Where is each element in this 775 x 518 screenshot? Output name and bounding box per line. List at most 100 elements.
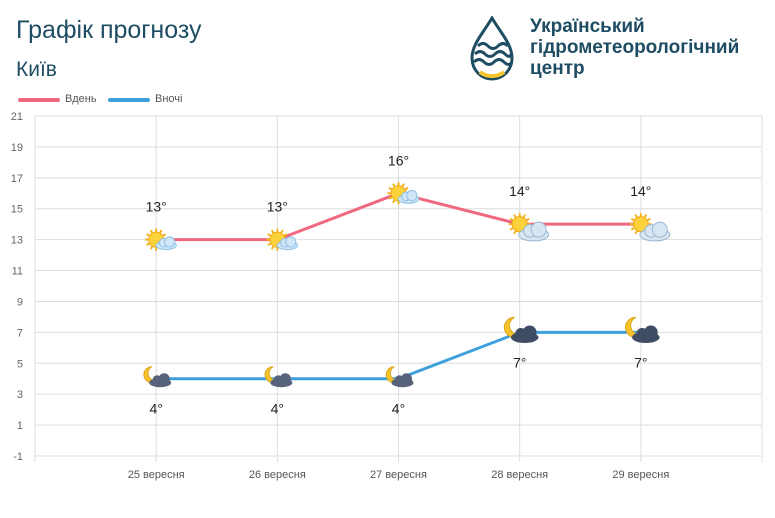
data-label: 4°: [149, 401, 162, 417]
logo-line-3: центр: [530, 58, 585, 79]
sun-ray: [270, 246, 275, 250]
y-tick-label: 15: [11, 204, 23, 216]
legend-label-day: Вдень: [65, 93, 97, 105]
data-label: 7°: [634, 354, 647, 370]
data-label: 7°: [513, 354, 526, 370]
cloud-puff: [651, 221, 668, 238]
cloud-shape: [391, 373, 414, 388]
y-tick-label: 21: [11, 111, 23, 123]
sun-ray: [404, 186, 409, 191]
sun-ray: [159, 229, 163, 234]
moon-cloud-icon: [264, 366, 293, 388]
cloud-shape: [518, 221, 550, 242]
sun-ray: [647, 217, 651, 222]
moon-darkcloud-icon: [503, 316, 539, 343]
moon-darkcloud-icon: [625, 316, 660, 343]
series-day: 13° 13° 16° 14° 14°: [145, 152, 671, 251]
cloud-puff: [163, 236, 176, 248]
cloud-puff: [530, 221, 547, 238]
cloud-shape: [510, 325, 539, 343]
data-label: 13°: [267, 199, 288, 215]
sun-disc: [511, 216, 528, 233]
sun-ray: [267, 242, 271, 247]
data-label: 4°: [271, 401, 284, 417]
cloud-puff: [522, 325, 537, 340]
x-tick-label: 28 вересня: [491, 469, 548, 481]
y-tick-label: 1: [17, 420, 23, 432]
cloud-puff: [279, 373, 291, 385]
sun-ray: [146, 242, 150, 247]
x-tick-label: 27 вересня: [370, 469, 427, 481]
moon-cloud-icon: [385, 366, 414, 388]
x-tick-label: 25 вересня: [128, 469, 185, 481]
chart-grid: 21 19 17 15 13 11 9 7 5 3 1 -1 25 вересня 26 вересня 2…: [11, 111, 763, 481]
y-tick-label: 9: [17, 296, 23, 308]
sun-ray: [643, 214, 648, 218]
sun-cloudy-icon: [629, 213, 671, 242]
sun-ray: [630, 227, 635, 231]
cloud-puff: [285, 236, 297, 248]
sun-ray: [401, 183, 405, 187]
cloud-shape: [270, 373, 293, 388]
cloud-shape: [397, 189, 420, 204]
cloud-puff: [643, 325, 658, 340]
sun-cloud-icon: [387, 182, 420, 205]
sun-ray: [283, 233, 288, 237]
logo-line-1: Український: [530, 16, 645, 37]
sun-ray: [634, 214, 638, 218]
city-name: Київ: [16, 58, 57, 81]
legend-label-night: Вночі: [155, 93, 183, 105]
data-label: 16°: [388, 152, 409, 168]
cloud-shape: [632, 325, 660, 343]
data-label: 14°: [630, 183, 651, 199]
ugmc-logo[interactable]: Український гідрометеорологічний центр: [466, 14, 766, 86]
data-label: 14°: [509, 183, 530, 199]
cloud-shape: [639, 221, 671, 242]
y-tick-label: 11: [12, 266, 23, 278]
sun-ray: [634, 230, 638, 235]
sun-ray: [392, 183, 396, 187]
sun-ray: [149, 246, 154, 250]
legend-swatch-night: [108, 98, 150, 102]
sun-ray: [513, 230, 517, 235]
y-tick-label: 7: [17, 327, 23, 339]
cloud-puff: [401, 373, 412, 385]
sun-ray: [630, 217, 635, 222]
data-label: 13°: [146, 199, 167, 215]
sun-ray: [270, 229, 275, 234]
x-tick-label: 26 вересня: [249, 469, 306, 481]
y-tick-label: 13: [11, 235, 23, 247]
sun-ray: [526, 217, 530, 222]
moon-cloud-icon: [143, 366, 172, 388]
cloud-puff: [406, 189, 418, 202]
sun-ray: [388, 196, 393, 200]
sun-disc: [632, 216, 649, 233]
sun-cloudy-icon: [508, 213, 550, 242]
sun-ray: [267, 233, 271, 237]
cloud-puff: [158, 373, 170, 385]
legend-swatch-day: [18, 98, 60, 102]
page-title: Графік прогнозу: [16, 16, 202, 44]
sun-ray: [509, 227, 514, 231]
sun-ray: [392, 199, 396, 204]
cloud-shape: [149, 373, 172, 388]
cloud-shape: [276, 236, 299, 251]
cloud-shape: [155, 236, 177, 251]
x-tick-label: 29 вересня: [612, 469, 669, 481]
y-tick-label: 19: [11, 142, 23, 154]
sun-ray: [509, 217, 514, 222]
data-label: 4°: [392, 401, 405, 417]
series-night: 4° 4° 4° 7° 7°: [143, 316, 660, 417]
logo-line-2: гідрометеорологічний: [530, 37, 740, 58]
y-tick-label: -1: [13, 451, 23, 463]
sun-ray: [146, 233, 150, 237]
y-tick-label: 17: [11, 173, 23, 185]
sun-ray: [522, 214, 527, 218]
y-tick-label: 3: [17, 389, 23, 401]
sun-cloud-icon: [145, 228, 177, 251]
sun-ray: [162, 233, 167, 237]
sun-cloud-icon: [266, 228, 299, 251]
drop-logo-icon: [470, 16, 514, 81]
sun-ray: [388, 186, 393, 191]
